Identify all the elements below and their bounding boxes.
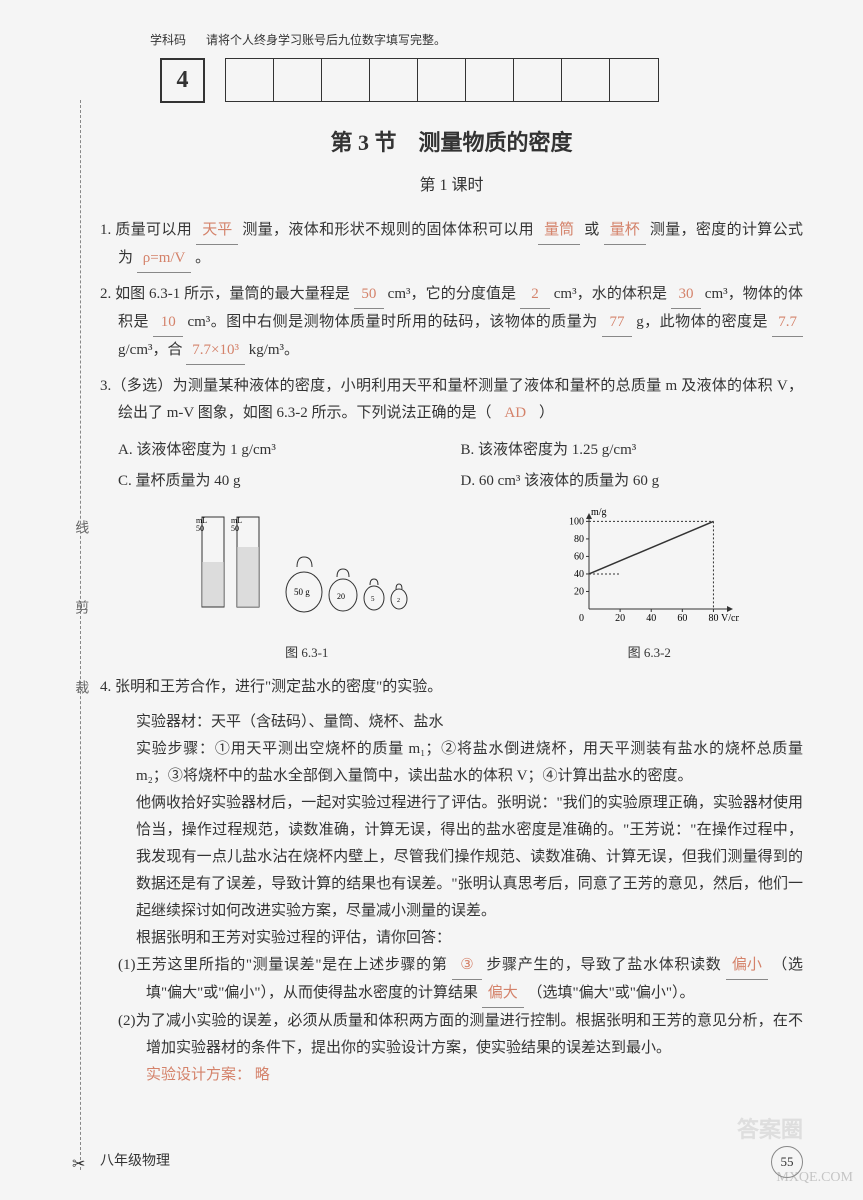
q4-materials: 实验器材：天平（含砝码）、量筒、烧杯、盐水: [100, 709, 803, 736]
cylinders-svg: mL 50 mL 50 50 g 20 5: [182, 507, 432, 627]
figure-1-label: 图 6.3-1: [182, 641, 432, 664]
figures-row: mL 50 mL 50 50 g 20 5: [100, 507, 803, 664]
q2-blank2[interactable]: 2: [520, 281, 550, 309]
svg-text:2: 2: [397, 598, 400, 604]
chart-svg: 20 40 60 80 100 20 40 60 80 0 m/g V/cm³: [559, 507, 739, 627]
grade-label: 八年级物理: [100, 1149, 170, 1174]
q1-blank4[interactable]: ρ=m/V: [137, 245, 192, 273]
svg-text:80: 80: [574, 534, 584, 545]
q3-options: A. 该液体密度为 1 g/cm³ B. 该液体密度为 1.25 g/cm³ C…: [100, 435, 803, 497]
q4-prompt: 根据张明和王芳对实验过程的评估，请你回答：: [100, 925, 803, 952]
q2-blank3[interactable]: 30: [671, 281, 701, 309]
svg-text:20: 20: [615, 613, 625, 624]
svg-text:20: 20: [574, 586, 584, 597]
figure-1: mL 50 mL 50 50 g 20 5: [182, 507, 432, 664]
q4-sub2-answer: 实验设计方案： 略: [100, 1062, 803, 1089]
q1-blank1[interactable]: 天平: [196, 217, 238, 245]
svg-text:100: 100: [569, 516, 584, 527]
svg-text:50: 50: [231, 524, 239, 533]
q3-answer[interactable]: AD: [495, 400, 535, 427]
question-2: 2. 如图 6.3-1 所示，量筒的最大量程是 50 cm³，它的分度值是 2 …: [100, 281, 803, 365]
subject-label: 学科码: [150, 30, 186, 52]
svg-text:V/cm³: V/cm³: [721, 613, 739, 624]
svg-text:5: 5: [371, 595, 375, 603]
q1-blank2[interactable]: 量筒: [538, 217, 580, 245]
side-label-3: 裁: [68, 680, 93, 694]
account-grid[interactable]: [225, 58, 659, 102]
option-c: C. 量杯质量为 40 g: [118, 468, 461, 495]
cut-line: [80, 100, 81, 1170]
q2-blank6[interactable]: 7.7: [772, 309, 803, 337]
q4-sub2: (2)为了减小实验的误差，必须从质量和体积两方面的测量进行控制。根据张明和王芳的…: [100, 1008, 803, 1062]
lesson-subtitle: 第 1 课时: [100, 172, 803, 201]
svg-text:50 g: 50 g: [294, 587, 310, 597]
q2-blank5[interactable]: 77: [602, 309, 632, 337]
q2-blank4[interactable]: 10: [153, 309, 183, 337]
header-instruction: 请将个人终身学习账号后九位数字填写完整。: [206, 30, 446, 52]
question-1: 1. 质量可以用 天平 测量，液体和形状不规则的固体体积可以用 量筒 或 量杯 …: [100, 217, 803, 273]
option-d: D. 60 cm³ 该液体的质量为 60 g: [461, 468, 804, 495]
svg-text:60: 60: [574, 551, 584, 562]
q2-blank7[interactable]: 7.7×10³: [186, 337, 245, 365]
option-a: A. 该液体密度为 1 g/cm³: [118, 437, 461, 464]
scissors-icon: ✂: [72, 1151, 85, 1180]
q4-sub1-blank1[interactable]: ③: [452, 952, 482, 980]
side-label-2: 剪: [68, 600, 93, 614]
watermark-url: MXQE.COM: [776, 1165, 853, 1190]
subject-code-box: 4: [160, 58, 205, 103]
svg-text:m/g: m/g: [591, 507, 607, 518]
figure-2: 20 40 60 80 100 20 40 60 80 0 m/g V/cm³ 图 6.3-2: [559, 507, 739, 664]
svg-text:60: 60: [678, 613, 688, 624]
q4-sub1-blank2[interactable]: 偏小: [726, 952, 768, 980]
svg-text:0: 0: [579, 613, 584, 624]
question-3: 3.（多选）为测量某种液体的密度，小明利用天平和量杯测量了液体和量杯的总质量 m…: [100, 373, 803, 427]
svg-text:40: 40: [646, 613, 656, 624]
q4-sub1: (1)王芳这里所指的"测量误差"是在上述步骤的第 ③ 步骤产生的，导致了盐水体积…: [100, 952, 803, 1008]
q2-blank1[interactable]: 50: [354, 281, 384, 309]
svg-text:40: 40: [574, 569, 584, 580]
q4-discussion: 他俩收拾好实验器材后，一起对实验过程进行了评估。张明说："我们的实验原理正确，实…: [100, 790, 803, 925]
side-label-1: 线: [68, 520, 93, 534]
svg-text:20: 20: [337, 592, 345, 601]
question-4-title: 4. 张明和王芳合作，进行"测定盐水的密度"的实验。: [100, 674, 803, 701]
q4-sub1-blank3[interactable]: 偏大: [482, 980, 524, 1008]
option-b: B. 该液体密度为 1.25 g/cm³: [461, 437, 804, 464]
watermark: 答案圈: [737, 1110, 803, 1150]
figure-2-label: 图 6.3-2: [559, 641, 739, 664]
svg-text:80: 80: [709, 613, 719, 624]
q4-steps: 实验步骤：①用天平测出空烧杯的质量 m₁；②将盐水倒进烧杯，用天平测装有盐水的烧…: [100, 736, 803, 790]
section-title: 第 3 节 测量物质的密度: [100, 123, 803, 163]
footer: 八年级物理 55: [100, 1146, 803, 1178]
header: 学科码 请将个人终身学习账号后九位数字填写完整。: [150, 30, 803, 52]
svg-text:50: 50: [196, 524, 204, 533]
q1-blank3[interactable]: 量杯: [604, 217, 646, 245]
